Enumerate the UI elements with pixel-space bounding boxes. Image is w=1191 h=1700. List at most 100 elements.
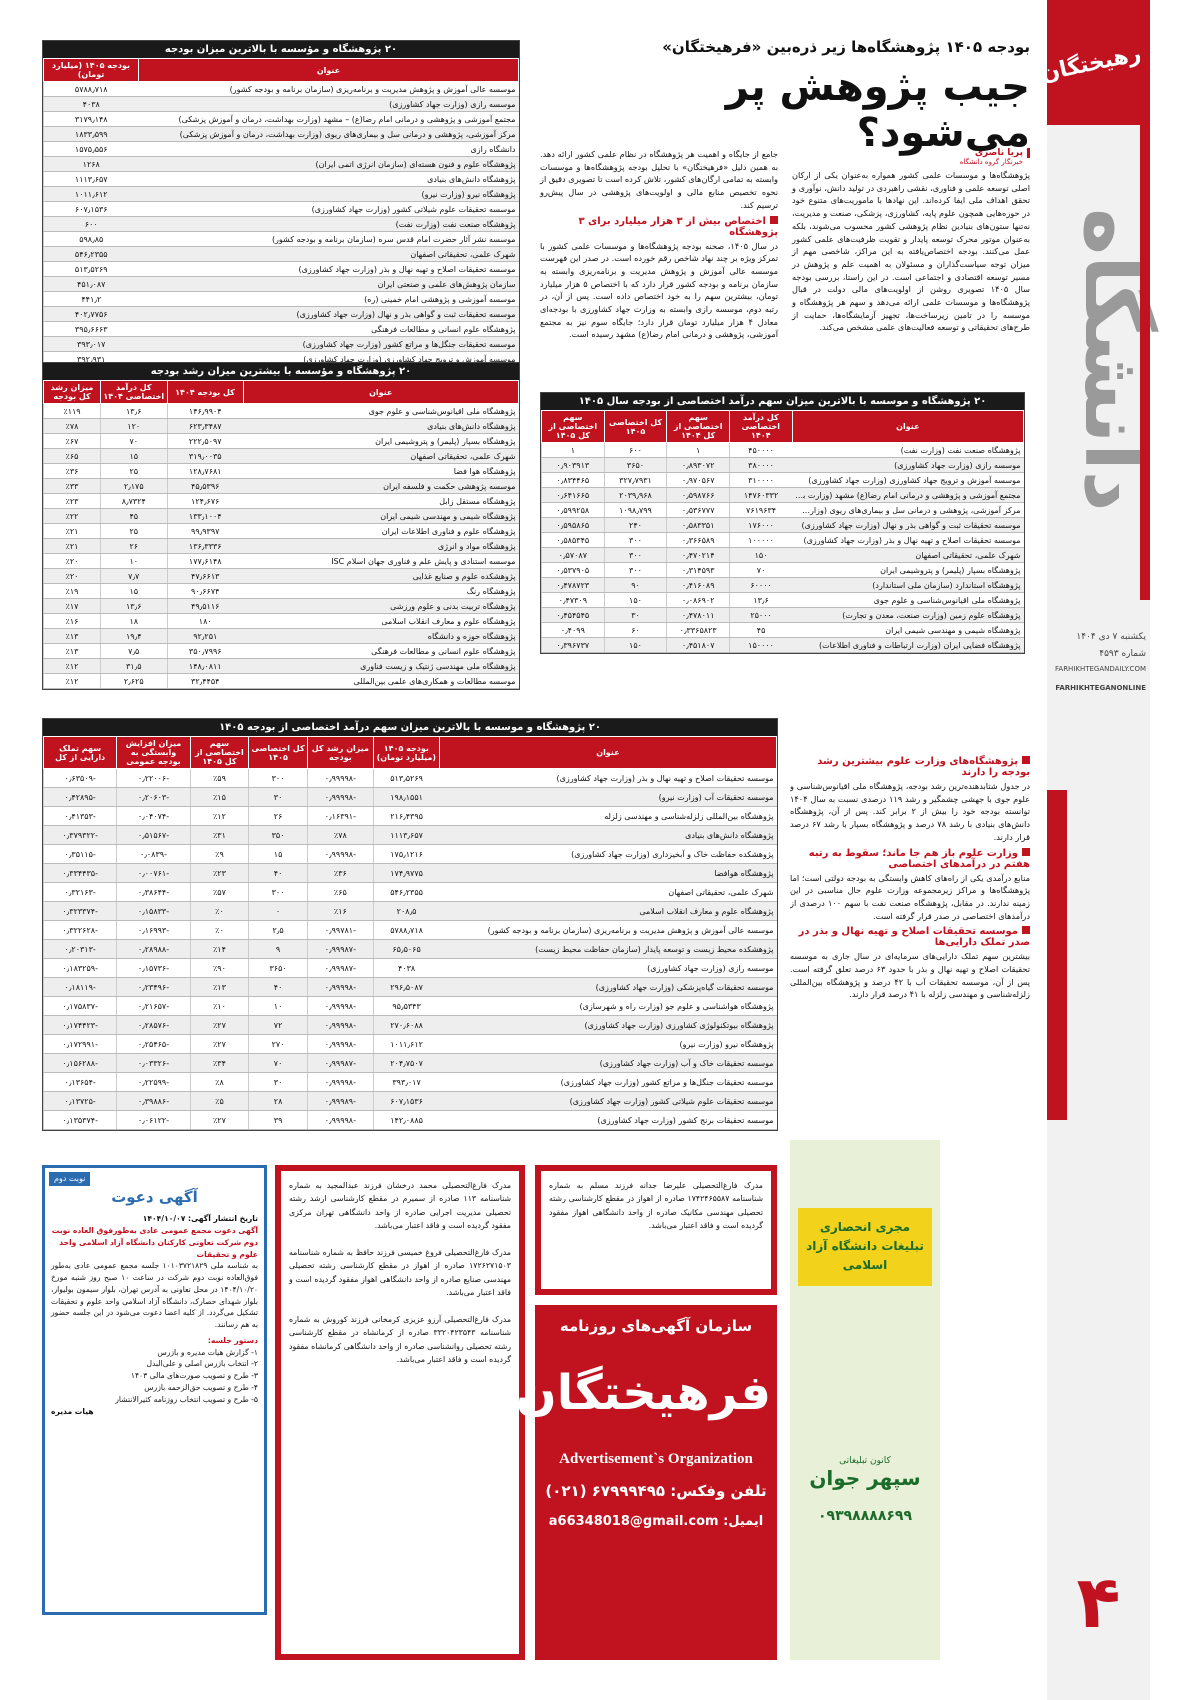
- cell-value: -۰٫۴۱۳۵۳: [42, 806, 117, 826]
- cell-name: موسسه پژوهشی حکمت و فلسفه ایران: [243, 478, 519, 494]
- cell-value: ۲۵۰۰۰: [728, 607, 793, 623]
- cell-value: -۰٫۱۳۷۲۵: [42, 1091, 117, 1111]
- cell-value: ۲٫۶۲۵: [100, 673, 167, 689]
- cell-value: ۱۳٫۶: [728, 592, 793, 608]
- cell-value: ۱۷۴٫۹۷۷۵: [372, 863, 440, 883]
- cell-value: ٪۱۳: [189, 977, 249, 997]
- cell-value: ۴۴۱٫۲: [43, 291, 139, 307]
- table-row: موسسه تحقیقات جنگل‌ها و مراتع کشور (وزار…: [43, 336, 519, 352]
- cell-value: -۰٫۹۹۹۹۸: [306, 1015, 374, 1035]
- cell-value: ۱۴۲٫۰۸۸۵: [372, 1110, 440, 1130]
- cell-value: ۰٫۴۷۸۷۲۳: [541, 577, 605, 593]
- column-header: بودجه ۱۴۰۵ (میلیارد تومان): [43, 58, 139, 82]
- cell-value: ۰٫۴۷۰۲۱۴: [666, 547, 730, 563]
- date-block: یکشنبه ۷ دی ۱۴۰۴ شماره ۴۵۹۳ FARHIKHTEGAN…: [1047, 625, 1150, 700]
- cell-value: ٪۲۱: [43, 538, 101, 554]
- cell-value: -۰٫۲۸۹۸۸: [116, 939, 191, 959]
- cell-value: ٪۲۷: [189, 1015, 249, 1035]
- cell-value: -۰٫۱۷۵۸۳۷: [42, 996, 117, 1016]
- header-row: عنوان بودجه ۱۴۰۵ (میلیارد تومان) میزان رشد…: [42, 736, 778, 769]
- table-row: پژوهشگاه علوم و فنون هسته‌ای (سازمان انر…: [43, 156, 519, 172]
- cell-value: ۳۵۰: [248, 825, 308, 845]
- column-header: کل بودجه ۱۴۰۴: [166, 380, 244, 404]
- cell-value: ۲۱۶٫۴۳۹۵: [372, 806, 440, 826]
- cell-value: ۵۱۳٫۵۲۶۹: [43, 261, 139, 277]
- cell-name: پژوهشگاه بسپار (پلیمر) و پتروشیمی ایران: [792, 562, 1024, 578]
- cell-value: ۵۷۸۸٫۷۱۸: [372, 920, 440, 940]
- cell-value: ٪۱۳: [43, 643, 101, 659]
- cell-name: موسسه تحقیقات علوم شیلاتی کشور (وزارت جه…: [439, 1091, 777, 1111]
- cell-value: ۲۹۶٫۵۰۸۷: [372, 977, 440, 997]
- table: ۲۰ پژوهشگاه و مؤسسه با بیشترین میزان رشد…: [42, 362, 520, 690]
- cell-value: ٪۱۶: [43, 613, 101, 629]
- cell-value: ٪۲۱: [43, 523, 101, 539]
- table-row: موسسه تحقیقات برنج کشور (وزارت جهاد کشاو…: [42, 1110, 777, 1130]
- cell-value: ۴۷٫۶۶۱۳: [166, 568, 243, 584]
- column-header: عنوان: [138, 58, 519, 82]
- cell-value: ۱۳٫۶: [100, 403, 167, 419]
- table-row: پژوهشگاه علوم انسانی و مطالعات فرهنگی ۳۹۵…: [43, 321, 519, 337]
- cell-name: پژوهشگاه شیمی و مهندسی شیمی ایران: [243, 508, 519, 524]
- headline: بودجه ۱۴۰۵ پژوهشگاه‌ها زیر ذره‌بین «فرهی…: [540, 38, 1030, 156]
- cell-value: ۱۳۶٫۳۳۳۶: [166, 538, 243, 554]
- column-header: میزان رشد کل بودجه: [306, 736, 374, 769]
- cell-value: ٪۰: [189, 901, 249, 921]
- cell-value: -۰٫۲۱۶۵۷: [116, 996, 191, 1016]
- cell-value: ۱۸۳۳٫۵۹۹: [43, 126, 139, 142]
- red-strip-lower: [1047, 790, 1067, 1120]
- cell-value: ۰٫۴۵۴۵۴۵: [541, 607, 605, 623]
- cell-value: -۰٫۳۳۴۴۳۵: [42, 863, 117, 883]
- cell-value: ۰٫۳۶۶۵۸۹: [666, 532, 730, 548]
- cell-value: ۲۷۰٫۶۰۸۸: [372, 1015, 440, 1035]
- table-row: پژوهشگاه دانش‌های بنیادی ۶۲۳٫۳۴۸۷ ۱۲۰ ٪۷۸: [43, 418, 519, 434]
- cell-name: پژوهشگاه دانش‌های بنیادی: [138, 171, 519, 187]
- column-header: کل اختصاصی ۱۴۰۵: [603, 410, 668, 443]
- cell-value: -۰٫۹۹۹۸۷: [306, 939, 374, 959]
- org-logo: فرهیختگان: [515, 1365, 771, 1421]
- cell-value: -۰٫۹۹۹۹۸: [306, 1110, 374, 1130]
- table-row: پژوهشگاه دانش‌های بنیادی ۱۱۱۳٫۶۵۷ ٪۷۸ ۳۵۰ ٪۳…: [42, 825, 777, 845]
- cell-value: ۹: [248, 939, 308, 959]
- table-row: پژوهشکده علوم و صنایع غذایی ۴۷٫۶۶۱۳ ۷٫۷ ٪۲۰: [43, 568, 519, 584]
- agency-phone: ۰۹۳۹۸۸۸۸۶۹۹: [818, 1507, 912, 1524]
- cell-value: -۰٫۰۶۱۲۲: [116, 1110, 191, 1130]
- cell-value: ۰٫۵۹۵۸۶۵: [541, 517, 605, 533]
- cell-value: ۰: [248, 901, 308, 921]
- cell-value: ۱۴۸٫۰۸۱۱: [166, 658, 243, 674]
- cell-name: پژوهشگاه علوم و فناوری اطلاعات ایران: [243, 523, 519, 539]
- table-row: پژوهشگاه علوم و فناوری اطلاعات ایران ۹۹٫۹…: [43, 523, 519, 539]
- table-row: پژوهشگاه ملی اقیانوس‌شناسی و علوم جوی ۱۴۶…: [43, 403, 519, 419]
- cell-name: موسسه تحقیقات آب (وزارت نیرو): [439, 787, 777, 807]
- cell-value: ۴۵۱٫۰۸۷: [43, 276, 139, 292]
- table-row: پژوهشگاه صنعت نفت (وزارت نفت) ۶۰۰: [43, 216, 519, 232]
- cell-name: سازمان پژوهش‌های علمی و صنعتی ایران: [138, 276, 519, 292]
- cell-value: ۳۶۵۰: [603, 457, 667, 473]
- table-row: موسسه تحقیقات اصلاح و تهیه نهال و بذر (و…: [43, 261, 519, 277]
- table-row: پژوهشگاه استاندارد (سازمان ملی استاندارد…: [541, 577, 1024, 593]
- date: یکشنبه ۷ دی ۱۴۰۴: [1076, 632, 1146, 642]
- header-row: عنوان بودجه ۱۴۰۵ (میلیارد تومان): [43, 58, 519, 82]
- cell-value: ۵۹۸٫۸۵: [43, 231, 139, 247]
- cell-value: ۷۲: [248, 1015, 308, 1035]
- cell-value: -۰٫۰۸۳۹: [116, 844, 191, 864]
- table-row: پژوهشگاه هوافضا ۱۷۴٫۹۷۷۵ ٪۳۶ ۴۰ ٪۲۳ -۰٫۰۰۷۶۱-…: [42, 863, 777, 883]
- cell-value: ٪۲۳: [189, 863, 249, 883]
- cell-value: -۰٫۹۹۷۸۱: [306, 920, 374, 940]
- cell-name: شهرک علمی، تحقیقاتی اصفهان: [138, 246, 519, 262]
- cell-name: موسسه تحقیقات برنج کشور (وزارت جهاد کشاو…: [439, 1110, 777, 1130]
- cell-value: ۶۰۰: [603, 442, 667, 458]
- column-header: کل اختصاصی ۱۴۰۵: [248, 736, 308, 769]
- cell-value: ۲٫۱۷۵: [100, 478, 167, 494]
- subhead: پژوهشگاه‌های وزارت علوم بیشترین رشد بودج…: [790, 756, 1030, 778]
- cell-name: مرکز آموزشی، پژوهشی و درمانی سل و بیماری…: [792, 502, 1024, 518]
- ad-org: سازمان آگهی‌های روزنامه فرهیختگان Advert…: [515, 1305, 777, 1660]
- subhead: موسسه تحقیقات اصلاح و تهیه نهال و بذر در…: [790, 926, 1030, 948]
- cell-value: ٪۷۸: [43, 418, 101, 434]
- table-row: موسسه رازی (وزارت جهاد کشاورزی) ۴۰۳۸ -۰٫۹۹…: [42, 958, 777, 978]
- table-row: پژوهشگاه حوزه و دانشگاه ۹۲٫۲۵۱ ۱۹٫۴ ٪۱۳: [43, 628, 519, 644]
- cell-value: ۲۴۰: [603, 517, 667, 533]
- table-grid: عنوان کل درآمد اختصاصی ۱۴۰۴ سهم اختصاصی از…: [541, 410, 1025, 653]
- table-grid: عنوان بودجه ۱۴۰۵ (میلیارد تومان) موسسه عال…: [43, 58, 519, 367]
- cell-name: موسسه تحقیقات ثبت و گواهی بذر و نهال (وز…: [138, 306, 519, 322]
- cell-value: ۱: [541, 442, 605, 458]
